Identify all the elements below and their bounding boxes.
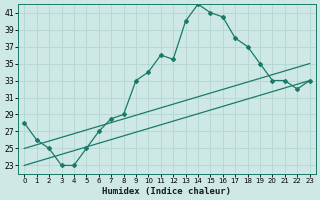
X-axis label: Humidex (Indice chaleur): Humidex (Indice chaleur) [102,187,231,196]
